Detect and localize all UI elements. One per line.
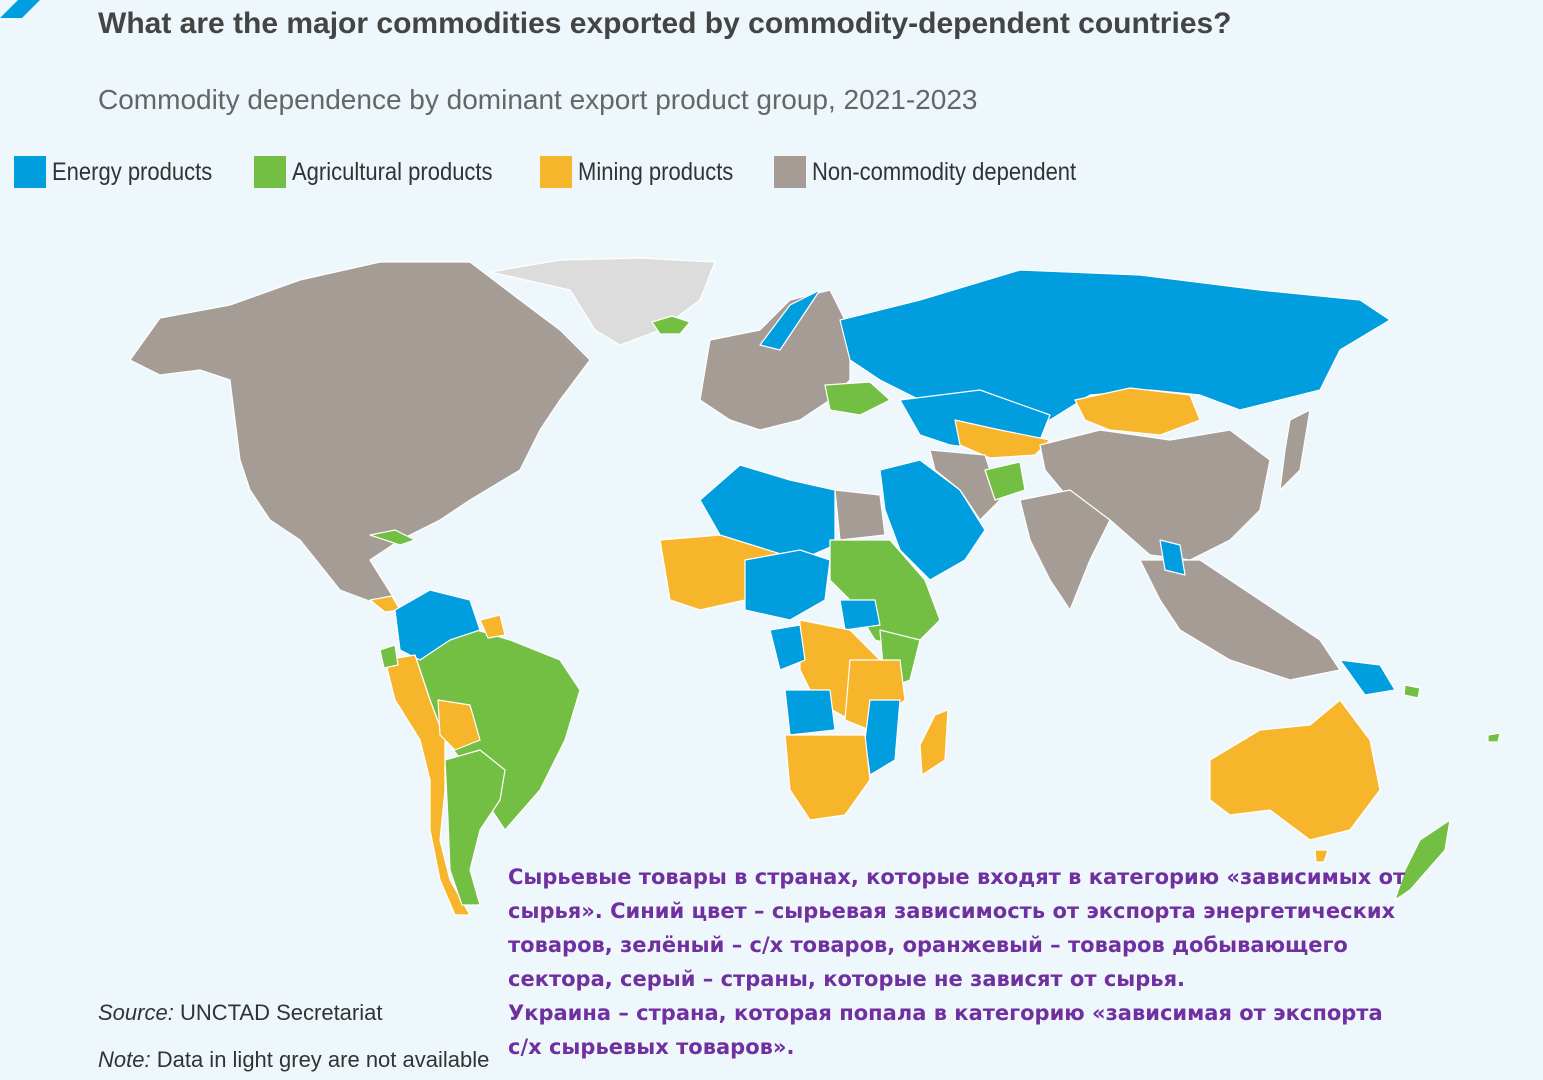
region-afghanistan xyxy=(984,461,1026,501)
legend-item-energy: Energy products xyxy=(14,156,234,188)
region-new-zealand xyxy=(1394,819,1451,901)
legend: Energy products Agricultural products Mi… xyxy=(14,156,1133,188)
legend-swatch-mining xyxy=(539,156,572,188)
source-label: Source: xyxy=(98,1000,174,1025)
region-iceland xyxy=(651,315,691,335)
region-mongolia xyxy=(1074,387,1201,436)
region-southern-africa xyxy=(784,734,871,821)
legend-item-agricultural: Agricultural products xyxy=(254,156,520,188)
annotation-text: Сырьевые товары в странах, которые входя… xyxy=(508,860,1508,1064)
region-iran xyxy=(929,449,1001,521)
legend-label-agricultural: Agricultural products xyxy=(292,157,493,186)
note-label: Note: xyxy=(98,1047,151,1072)
source-text: UNCTAD Secretariat xyxy=(179,1000,383,1025)
legend-swatch-agricultural xyxy=(254,156,287,188)
region-india xyxy=(1019,489,1111,611)
region-ukraine xyxy=(824,381,891,416)
region-bolivia xyxy=(437,699,481,751)
region-pacific-islands xyxy=(1403,684,1421,699)
annotation-line: сектора, серый – страны, которые не зави… xyxy=(508,967,1186,991)
legend-item-non-commodity: Non-commodity dependent xyxy=(774,156,1112,188)
region-southeast-asia xyxy=(1139,559,1341,681)
region-mozambique xyxy=(864,699,901,776)
chart-subtitle: Commodity dependence by dominant export … xyxy=(98,84,978,115)
region-nigeria-chad xyxy=(744,549,831,621)
region-norway xyxy=(759,289,821,351)
region-madagascar xyxy=(919,709,949,776)
annotation-line: Сырьевые товары в странах, которые входя… xyxy=(508,865,1406,889)
chart-title: What are the major commodities exported … xyxy=(98,7,1232,40)
annotation-line: Украина – страна, которая попала в катег… xyxy=(508,1001,1383,1025)
legend-label-mining: Mining products xyxy=(577,157,734,186)
region-ecuador xyxy=(379,644,399,669)
region-angola xyxy=(784,689,836,736)
note-text: Data in light grey are not available xyxy=(156,1047,490,1072)
legend-swatch-non-commodity xyxy=(774,156,807,188)
region-papua-new-guinea xyxy=(1339,659,1396,696)
annotation-line: сырья». Синий цвет – сырьевая зависимост… xyxy=(508,899,1396,923)
region-tasmania xyxy=(1314,849,1329,863)
region-peru-chile xyxy=(384,654,471,916)
region-middle-east xyxy=(879,459,986,581)
region-argentina xyxy=(444,749,506,906)
source-line: Source: UNCTAD Secretariat xyxy=(98,1000,382,1026)
region-gabon-congo xyxy=(769,624,806,671)
region-central-asia xyxy=(954,419,1051,459)
legend-label-energy: Energy products xyxy=(52,157,213,186)
region-cuba xyxy=(369,529,416,546)
annotation-line: товаров, зелёный – с/х товаров, оранжевы… xyxy=(508,933,1348,957)
region-south-sudan xyxy=(839,599,881,631)
region-north-america xyxy=(129,261,591,606)
region-fiji xyxy=(1487,732,1501,743)
region-australia xyxy=(1209,699,1381,841)
world-map xyxy=(129,257,1501,916)
region-laos xyxy=(1159,539,1186,576)
annotation-line: с/х сырьевых товаров». xyxy=(508,1035,795,1059)
legend-item-mining: Mining products xyxy=(539,156,754,188)
legend-label-non-commodity: Non-commodity dependent xyxy=(812,157,1077,186)
region-europe xyxy=(699,289,851,431)
region-egypt xyxy=(834,489,886,541)
note-line: Note: Data in light grey are not availab… xyxy=(98,1047,489,1073)
region-guianas xyxy=(479,614,506,639)
legend-swatch-energy xyxy=(14,156,46,188)
region-japan xyxy=(1279,409,1311,491)
region-colombia-venezuela xyxy=(394,589,481,661)
corner-mark-icon xyxy=(0,0,40,18)
